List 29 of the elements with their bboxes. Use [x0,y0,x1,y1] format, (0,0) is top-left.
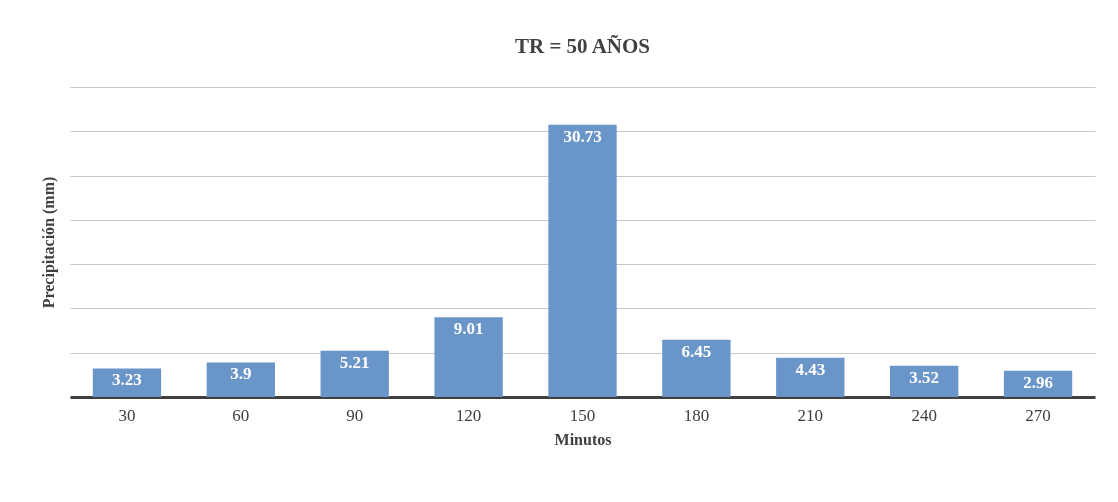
y-axis-title: Precipitación (mm) [39,176,58,309]
x-tick-label: 150 [569,405,596,425]
bar [890,365,959,397]
data-label: 6.45 [681,341,712,361]
bar [662,339,731,397]
x-tick-label: 180 [683,405,710,425]
data-label: 3.52 [909,367,940,387]
data-label: 9.01 [453,319,484,339]
x-tick-label: 270 [1025,405,1051,425]
data-label: 3.23 [112,370,142,390]
x-axis-title: Minutos [554,430,612,448]
x-tick-label: 240 [911,405,937,425]
x-tick-label: 60 [232,405,250,425]
bar [92,368,162,397]
data-label: 2.96 [1023,372,1053,392]
bar [776,357,845,397]
data-label: 30.73 [563,126,602,146]
data-label: 3.9 [230,364,252,384]
x-tick-label: 90 [346,405,364,425]
bar [434,317,503,397]
data-label: 5.21 [339,352,370,372]
x-tick-label: 120 [455,405,482,425]
bar [206,362,275,397]
bar [548,124,617,397]
bar [320,350,389,397]
x-tick-label: 210 [797,405,824,425]
data-label: 4.43 [795,359,826,379]
x-tick-label: 30 [118,405,136,425]
chart-title: TR = 50 AÑOS [514,34,651,58]
